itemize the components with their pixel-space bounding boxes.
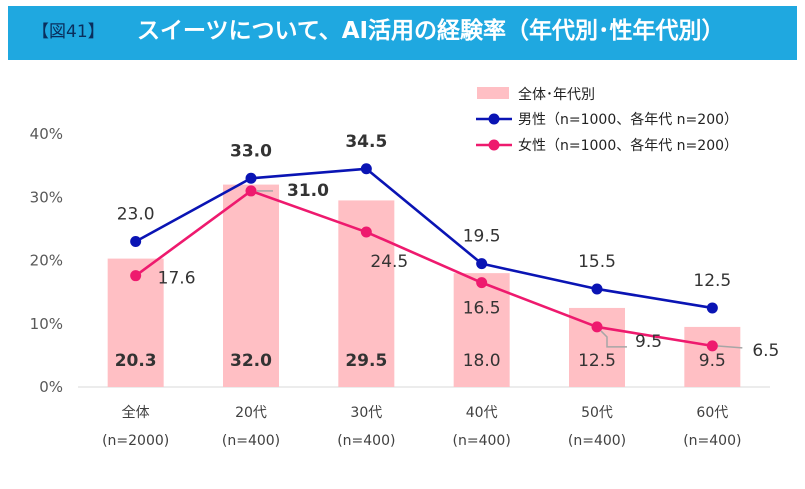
y-tick-label: 40% xyxy=(30,125,63,143)
leader-line xyxy=(716,345,743,349)
y-tick-label: 20% xyxy=(30,252,63,270)
female-series-line xyxy=(134,189,713,348)
male-series-point xyxy=(130,236,142,248)
legend-marker-female xyxy=(488,139,500,151)
male-series-point xyxy=(706,302,718,314)
bar xyxy=(453,273,510,387)
female-series-point xyxy=(591,321,603,333)
x-tick-note: (n=2000) xyxy=(102,433,169,449)
title-banner xyxy=(8,6,797,60)
male-series-point xyxy=(360,163,372,175)
female-value-label: 17.6 xyxy=(158,269,196,289)
bar-value-label: 32.0 xyxy=(230,351,272,371)
leader-line xyxy=(600,330,627,348)
female-value-label: 9.5 xyxy=(635,332,662,352)
female-series-point xyxy=(130,270,142,282)
male-value-label: 34.5 xyxy=(345,132,387,152)
male-series-point xyxy=(591,283,603,295)
male-value-label: 23.0 xyxy=(117,205,155,225)
x-tick-label: 全体 xyxy=(122,404,150,421)
bar xyxy=(684,326,741,387)
bar-value-label: 18.0 xyxy=(463,351,501,371)
x-tick-note: (n=400) xyxy=(568,433,626,449)
female-value-label: 16.5 xyxy=(463,299,501,319)
bar-value-label: 20.3 xyxy=(115,351,157,371)
female-series-point xyxy=(360,226,372,238)
x-tick-label: 60代 xyxy=(696,405,728,421)
legend-label-male: 男性（n=1000、各年代 n=200） xyxy=(518,112,738,128)
x-tick-label: 40代 xyxy=(466,405,498,421)
male-value-label: 33.0 xyxy=(230,141,272,161)
x-tick-note: (n=400) xyxy=(683,433,741,449)
chart-title: スイーツについて、AI活用の経験率（年代別･性年代別） xyxy=(137,18,725,44)
male-value-label: 19.5 xyxy=(463,227,501,247)
bar-value-label: 9.5 xyxy=(699,351,726,371)
figure-tag: 【図41】 xyxy=(32,22,105,42)
x-tick-label: 50代 xyxy=(581,405,613,421)
male-value-label: 15.5 xyxy=(578,252,616,272)
legend-label-bar: 全体･年代別 xyxy=(518,86,595,103)
x-tick-note: (n=400) xyxy=(337,433,395,449)
male-series-point xyxy=(476,258,488,270)
y-tick-label: 30% xyxy=(30,188,63,206)
female-series-point xyxy=(476,277,488,289)
x-tick-label: 20代 xyxy=(235,405,267,421)
female-series-point xyxy=(245,185,257,197)
female-value-label: 31.0 xyxy=(287,181,329,201)
female-value-label: 24.5 xyxy=(370,252,408,272)
x-tick-note: (n=400) xyxy=(222,433,280,449)
y-tick-label: 10% xyxy=(30,315,63,333)
legend-label-female: 女性（n=1000、各年代 n=200） xyxy=(518,137,738,154)
male-series-line xyxy=(135,167,713,310)
bar-value-label: 29.5 xyxy=(345,351,387,371)
bar xyxy=(223,184,279,387)
male-value-label: 12.5 xyxy=(693,271,731,291)
legend-marker-male xyxy=(488,113,500,125)
x-tick-note: (n=400) xyxy=(453,433,511,449)
x-tick-label: 30代 xyxy=(350,405,382,421)
bar-value-label: 12.5 xyxy=(578,351,616,371)
female-series-point xyxy=(706,340,718,352)
female-value-label: 6.5 xyxy=(752,341,779,361)
y-tick-label: 0% xyxy=(39,378,63,396)
male-series-point xyxy=(245,172,257,184)
legend-swatch-bar xyxy=(477,87,509,99)
